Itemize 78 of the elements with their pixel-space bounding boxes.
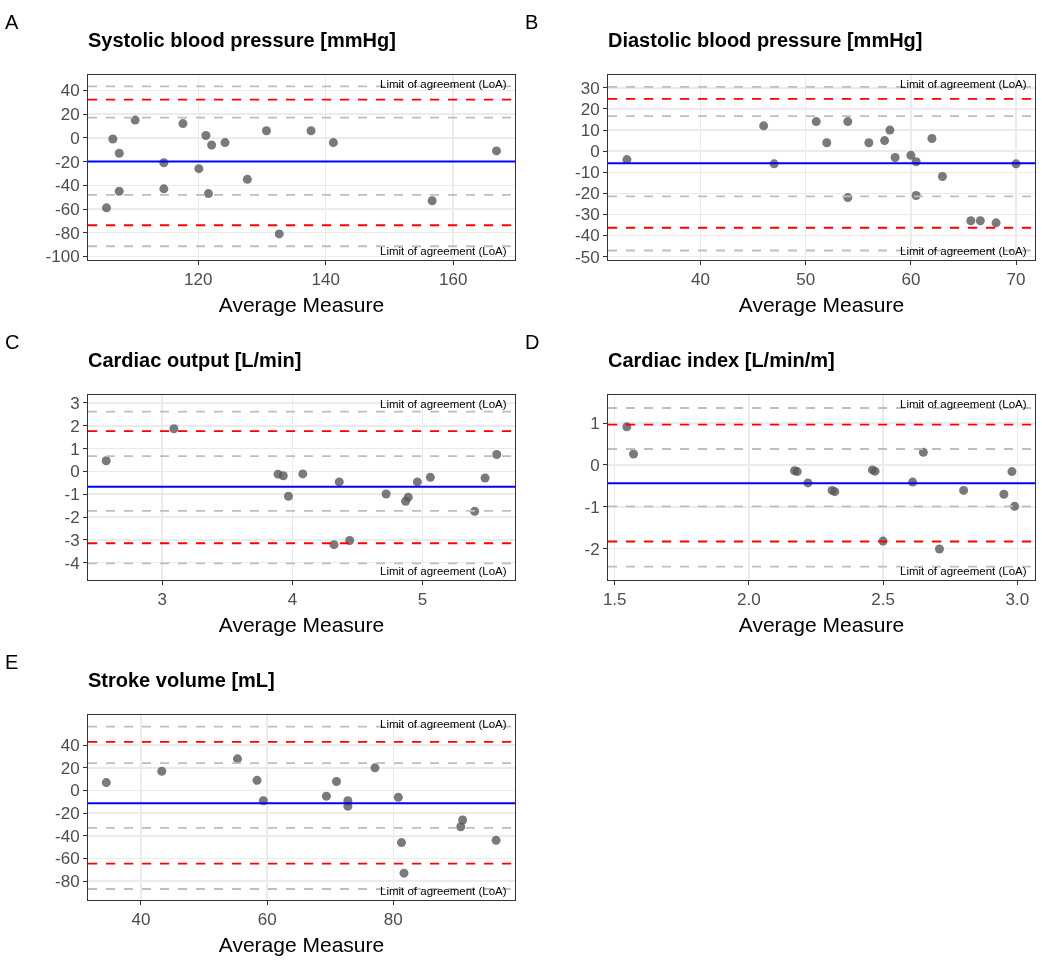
y-tick-label: -2 <box>64 507 80 527</box>
annotation: Limit of agreement (LoA) <box>380 718 507 730</box>
y-tick-label: -20 <box>575 184 600 204</box>
y-tick-label: -40 <box>55 176 80 196</box>
y-tick-label: -20 <box>55 152 80 172</box>
x-tick-label: 50 <box>796 270 816 290</box>
x-axis-title: Average Measure <box>218 292 385 316</box>
x-tick-label: 5 <box>417 590 428 610</box>
y-tick-label: -100 <box>45 247 80 267</box>
y-tick-label: -20 <box>55 804 80 824</box>
y-tick-label: 30 <box>580 78 600 98</box>
x-axis-title: Average Measure <box>218 612 385 636</box>
text: E <box>5 651 19 673</box>
y-tick-label: -80 <box>55 872 80 892</box>
y-tick-label: 2 <box>70 416 80 436</box>
y-tick-label: 20 <box>580 99 600 119</box>
y-tick-label: -80 <box>55 223 80 243</box>
y-tick-label: 20 <box>60 758 80 778</box>
annotation: Limit of agreement (LoA) <box>900 245 1027 257</box>
y-tick-label: 1 <box>70 439 80 459</box>
y-tick-label: 40 <box>60 736 80 756</box>
text: D <box>525 331 540 353</box>
annotation: Limit of agreement (LoA) <box>380 885 507 897</box>
annotation: Limit of agreement (LoA) <box>900 78 1027 90</box>
y-tick-label: -40 <box>55 826 80 846</box>
y-tick-label: 40 <box>60 81 80 101</box>
x-tick-label: 3.0 <box>1005 590 1030 610</box>
x-tick-label: 120 <box>184 270 213 290</box>
chart-title: Cardiac index [L/min/m] <box>608 349 835 371</box>
chart-title: Systolic blood pressure [mmHg] <box>88 29 396 51</box>
text: A <box>5 11 19 33</box>
y-tick-label: -3 <box>64 530 80 550</box>
x-tick-label: 2.5 <box>871 590 895 610</box>
y-tick-label: -50 <box>575 247 600 267</box>
y-tick-label: -2 <box>584 539 600 559</box>
x-tick-label: 140 <box>311 270 340 290</box>
x-tick-label: 40 <box>691 270 711 290</box>
x-tick-label: 60 <box>257 910 277 930</box>
x-tick-label: 80 <box>383 910 403 930</box>
y-tick-label: 0 <box>70 128 80 148</box>
text: C <box>5 331 20 353</box>
chart-title: Diastolic blood pressure [mmHg] <box>608 29 923 51</box>
annotation: Limit of agreement (LoA) <box>380 565 507 577</box>
text: B <box>525 11 539 33</box>
y-tick-label: 0 <box>590 142 600 162</box>
annotation: Limit of agreement (LoA) <box>380 78 507 90</box>
x-tick-label: 4 <box>287 590 298 610</box>
y-tick-label: 20 <box>60 105 80 125</box>
x-axis-title: Average Measure <box>218 932 385 956</box>
x-tick-label: 60 <box>901 270 921 290</box>
x-tick-label: 40 <box>131 910 151 930</box>
y-tick-label: -10 <box>575 163 600 183</box>
y-tick-label: -40 <box>575 226 600 246</box>
y-tick-label: 0 <box>70 781 80 801</box>
x-tick-label: 3 <box>157 590 167 610</box>
chart-title: Stroke volume [mL] <box>88 669 275 691</box>
y-tick-label: 1 <box>590 413 600 433</box>
y-tick-label: 0 <box>70 462 80 482</box>
y-tick-label: 0 <box>590 455 600 475</box>
y-tick-label: -1 <box>64 485 80 505</box>
y-tick-label: -60 <box>55 199 80 219</box>
y-tick-label: -60 <box>55 849 80 869</box>
y-tick-label: -30 <box>575 205 600 225</box>
annotation: Limit of agreement (LoA) <box>900 565 1027 577</box>
chart-title: Cardiac output [L/min] <box>88 349 302 371</box>
y-tick-label: 3 <box>70 393 80 413</box>
y-tick-label: 10 <box>580 121 600 141</box>
y-tick-label: -4 <box>64 553 80 573</box>
annotation: Limit of agreement (LoA) <box>380 245 507 257</box>
y-tick-label: -1 <box>584 497 600 517</box>
annotation: Limit of agreement (LoA) <box>380 398 507 410</box>
annotation: Limit of agreement (LoA) <box>900 398 1027 410</box>
x-tick-label: 70 <box>1006 270 1026 290</box>
x-tick-label: 2.0 <box>737 590 761 610</box>
x-tick-label: 1.5 <box>602 590 627 610</box>
x-tick-label: 160 <box>438 270 468 290</box>
x-axis-title: Average Measure <box>738 292 905 316</box>
x-axis-title: Average Measure <box>738 612 905 636</box>
